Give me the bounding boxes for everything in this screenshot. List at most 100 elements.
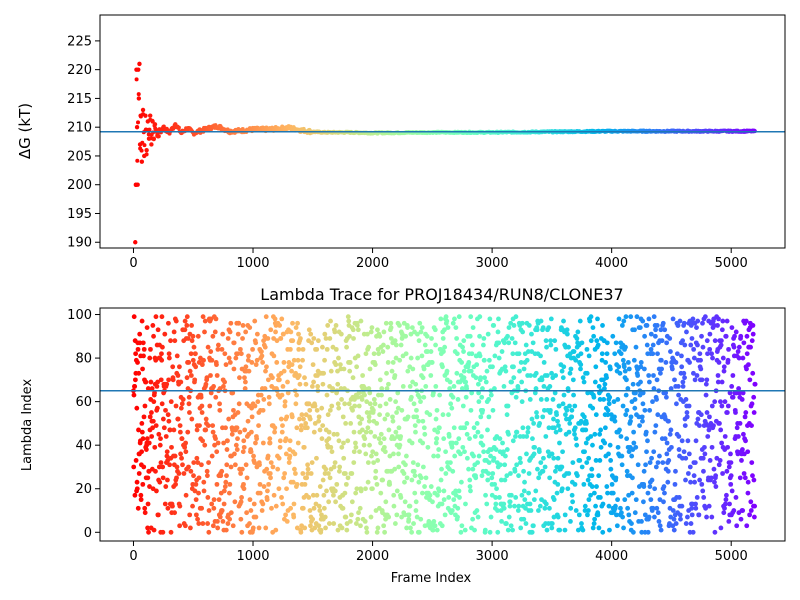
bottom-data-point	[339, 444, 345, 450]
bottom-data-point	[543, 338, 549, 344]
bottom-data-point	[139, 421, 145, 426]
bottom-data-point	[283, 436, 289, 442]
bottom-data-point	[285, 390, 291, 396]
bottom-data-point	[563, 412, 568, 418]
bottom-data-point	[466, 466, 471, 472]
bottom-data-point	[632, 510, 638, 516]
bottom-data-point	[640, 318, 646, 324]
bottom-data-point	[185, 336, 191, 341]
bottom-data-point	[642, 407, 648, 413]
bottom-data-point	[433, 440, 439, 446]
bottom-data-point	[507, 503, 513, 509]
bottom-data-point	[740, 447, 745, 452]
bottom-data-point	[208, 373, 213, 378]
bottom-data-point	[182, 444, 188, 450]
bottom-data-point	[725, 357, 731, 363]
bottom-data-point	[693, 438, 699, 444]
bottom-data-point	[222, 379, 228, 385]
bottom-data-point	[487, 529, 493, 535]
bottom-data-point	[606, 401, 612, 407]
bottom-data-point	[381, 436, 387, 442]
bottom-data-point	[592, 516, 598, 522]
bottom-data-point	[134, 486, 140, 492]
bottom-data-point	[557, 427, 563, 433]
bottom-data-point	[615, 397, 621, 402]
bottom-data-point	[641, 366, 647, 372]
bottom-data-point	[449, 405, 455, 411]
bottom-data-point	[508, 471, 513, 476]
bottom-data-point	[262, 386, 268, 391]
bottom-data-point	[189, 323, 194, 328]
bottom-data-point	[320, 344, 325, 350]
bottom-data-point	[317, 508, 323, 513]
bottom-data-point	[265, 453, 271, 459]
bottom-data-point	[248, 429, 254, 435]
bottom-data-point	[392, 338, 398, 344]
bottom-data-point	[414, 414, 420, 420]
bottom-data-point	[380, 349, 386, 354]
bottom-data-point	[406, 516, 412, 522]
bottom-data-point	[190, 357, 196, 363]
bottom-data-point	[475, 381, 481, 387]
bottom-data-point	[160, 475, 166, 481]
bottom-data-point	[651, 314, 657, 320]
bottom-data-point	[544, 373, 550, 378]
bottom-data-point	[719, 403, 725, 409]
bottom-data-point	[717, 458, 723, 463]
bottom-x-tick-label: 4000	[595, 549, 628, 564]
bottom-data-point	[662, 436, 668, 442]
bottom-data-point	[205, 344, 211, 350]
bottom-data-point	[203, 381, 209, 387]
bottom-data-point	[239, 495, 244, 500]
bottom-data-point	[689, 505, 695, 511]
bottom-data-point	[223, 425, 228, 431]
bottom-data-point	[342, 490, 348, 496]
bottom-data-point	[292, 466, 297, 472]
bottom-data-point	[571, 349, 577, 354]
bottom-data-point	[404, 525, 410, 531]
bottom-data-point	[338, 386, 344, 391]
bottom-data-point	[230, 523, 236, 529]
bottom-data-point	[276, 486, 282, 492]
bottom-data-point	[314, 407, 320, 413]
bottom-x-tick-label: 0	[129, 549, 137, 564]
bottom-data-point	[430, 527, 436, 533]
bottom-data-point	[209, 357, 215, 363]
bottom-data-point	[270, 464, 276, 470]
bottom-data-point	[624, 407, 630, 413]
bottom-data-point	[513, 495, 519, 500]
bottom-data-point	[651, 373, 656, 378]
bottom-data-point	[438, 477, 444, 483]
bottom-data-point	[599, 351, 605, 357]
bottom-data-point	[482, 527, 488, 533]
top-x-ticks: 0 1000 2000 3000 4000 5000	[129, 248, 748, 271]
bottom-data-point	[477, 353, 483, 359]
bottom-data-point	[144, 325, 150, 330]
bottom-data-point	[542, 464, 548, 470]
bottom-data-point	[357, 421, 363, 426]
bottom-data-point	[358, 523, 363, 529]
bottom-data-point	[319, 405, 325, 411]
bottom-data-point	[570, 460, 576, 466]
bottom-data-point	[315, 383, 321, 389]
bottom-data-point	[149, 410, 154, 415]
bottom-data-point	[293, 370, 299, 376]
bottom-data-point	[156, 431, 162, 437]
top-x-tick-label: 0	[129, 256, 137, 271]
bottom-data-point	[566, 429, 572, 435]
bottom-data-point	[682, 375, 687, 381]
bottom-data-point	[179, 455, 184, 461]
bottom-data-point	[170, 364, 176, 370]
bottom-data-point	[515, 386, 521, 391]
bottom-data-point	[431, 390, 436, 396]
bottom-data-point	[309, 460, 315, 466]
bottom-data-point	[177, 523, 183, 529]
bottom-data-point	[481, 449, 487, 455]
bottom-data-point	[205, 423, 211, 428]
bottom-data-point	[647, 484, 653, 489]
bottom-data-point	[287, 453, 293, 459]
bottom-data-point	[506, 340, 512, 346]
bottom-data-point	[172, 510, 178, 516]
bottom-data-point	[351, 449, 357, 455]
bottom-data-point	[258, 392, 264, 398]
